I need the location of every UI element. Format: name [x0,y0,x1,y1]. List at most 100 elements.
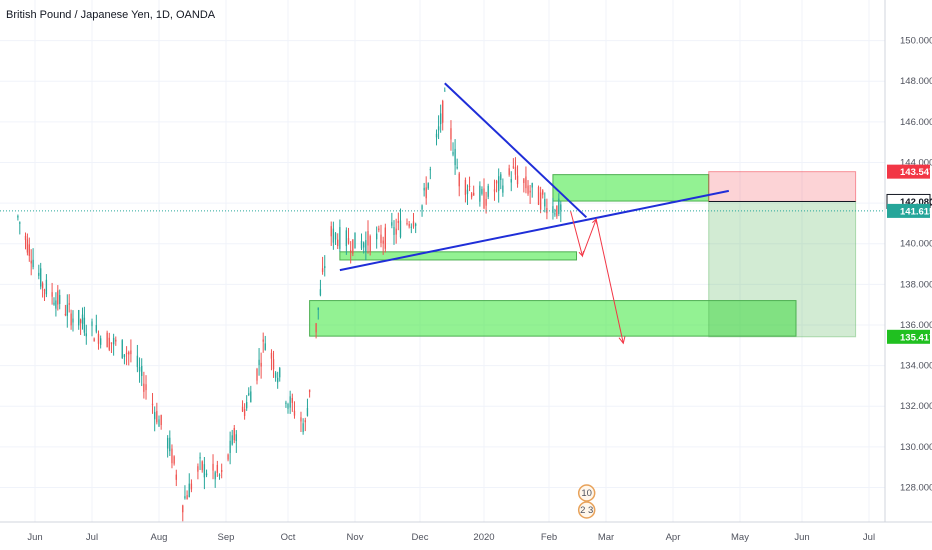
x-tick-label: Dec [412,532,429,543]
candle-body [91,321,93,327]
candlestick-series [0,87,885,522]
x-tick-label: Aug [151,532,168,543]
candle-body [26,239,29,253]
candle-body [38,272,40,276]
candle-body [250,391,252,403]
price-label-box-3 [887,329,930,344]
candle-body [51,292,53,297]
candle-body [529,190,531,193]
candle-body [19,222,21,224]
candle-body [160,415,162,426]
candle-body [130,350,132,355]
candle-body [468,185,471,187]
candle-body [243,409,246,416]
candle-body [470,193,473,198]
candle-body [493,189,496,192]
candle-body [444,90,446,92]
candle-body [64,313,67,315]
candle-body [330,226,332,237]
y-tick-label: 132.000 [900,401,932,412]
candle-body [260,362,262,367]
candle-body [537,187,540,205]
candle-body [321,268,324,272]
candle-body [302,423,304,433]
candle-body [354,232,356,249]
candle-body [527,185,529,194]
candle-body [542,190,544,195]
candle-body [395,228,397,235]
candle-body [79,319,82,323]
candle-body [272,359,275,370]
candle-body [399,220,402,238]
x-tick-label: Jul [863,532,875,543]
candle-body [121,340,123,359]
candle-body [552,206,554,213]
price-label-box-2 [887,203,930,218]
candle-body [28,244,30,256]
candle-body [123,354,126,358]
candle-body [360,240,363,249]
grid [0,0,885,522]
candle-body [285,402,287,404]
short-position-tool[interactable] [708,171,857,338]
x-tick-label: Nov [347,532,364,543]
candle-body [332,228,335,243]
candle-body [382,240,384,244]
y-tick-label: 148.000 [900,76,932,87]
candle-body [85,333,87,337]
candle-body [72,318,74,323]
candle-body [186,495,188,500]
x-tick-label: Oct [281,532,296,543]
candle-body [279,368,281,378]
x-tick-label: Jun [794,532,809,543]
candle-body [231,435,233,445]
candle-body [456,166,458,169]
candle-body [452,152,454,155]
candle-body [17,215,19,218]
candle-body [412,221,415,227]
x-tick-label: May [731,532,749,543]
stop-loss-box [708,171,857,202]
candle-body [337,239,339,247]
candle-body [479,185,481,202]
candle-body [502,185,504,193]
y-tick-label: 140.000 [900,239,932,250]
price-label-0: 143.547 [900,167,932,178]
candle-body [393,226,395,235]
candle-body [43,289,46,291]
candle-body [287,403,289,409]
candle-body [125,352,128,355]
candle-body [40,268,42,287]
zone-rect-1 [339,251,578,261]
candle-body [45,279,48,295]
candle-body [516,175,519,185]
candle-body [68,303,70,305]
candle-body [291,397,293,403]
candle-body [450,128,452,140]
candle-body [365,240,367,253]
candle-body [216,464,219,473]
candle-body [378,228,380,231]
candle-body [560,204,562,211]
event-markers[interactable]: 10 2 3 [577,484,596,519]
candle-body [473,192,475,196]
candle-body [498,176,500,191]
candle-body [289,396,291,408]
candle-body [270,352,273,359]
candle-body [258,359,260,366]
candle-body [439,113,442,125]
trendlines[interactable] [339,82,730,272]
candle-body [166,437,169,449]
candle-body [369,236,371,252]
candle-body [203,464,206,478]
candle-body [277,377,279,383]
candle-body [81,314,84,324]
candle-body [99,338,102,345]
chart-title: British Pound / Japanese Yen, 1D, OANDA [6,9,216,21]
zone-rect-2 [309,300,797,337]
candle-body [248,393,250,395]
candle-body [173,456,175,464]
candle-body [466,189,469,194]
candle-body [70,313,72,326]
